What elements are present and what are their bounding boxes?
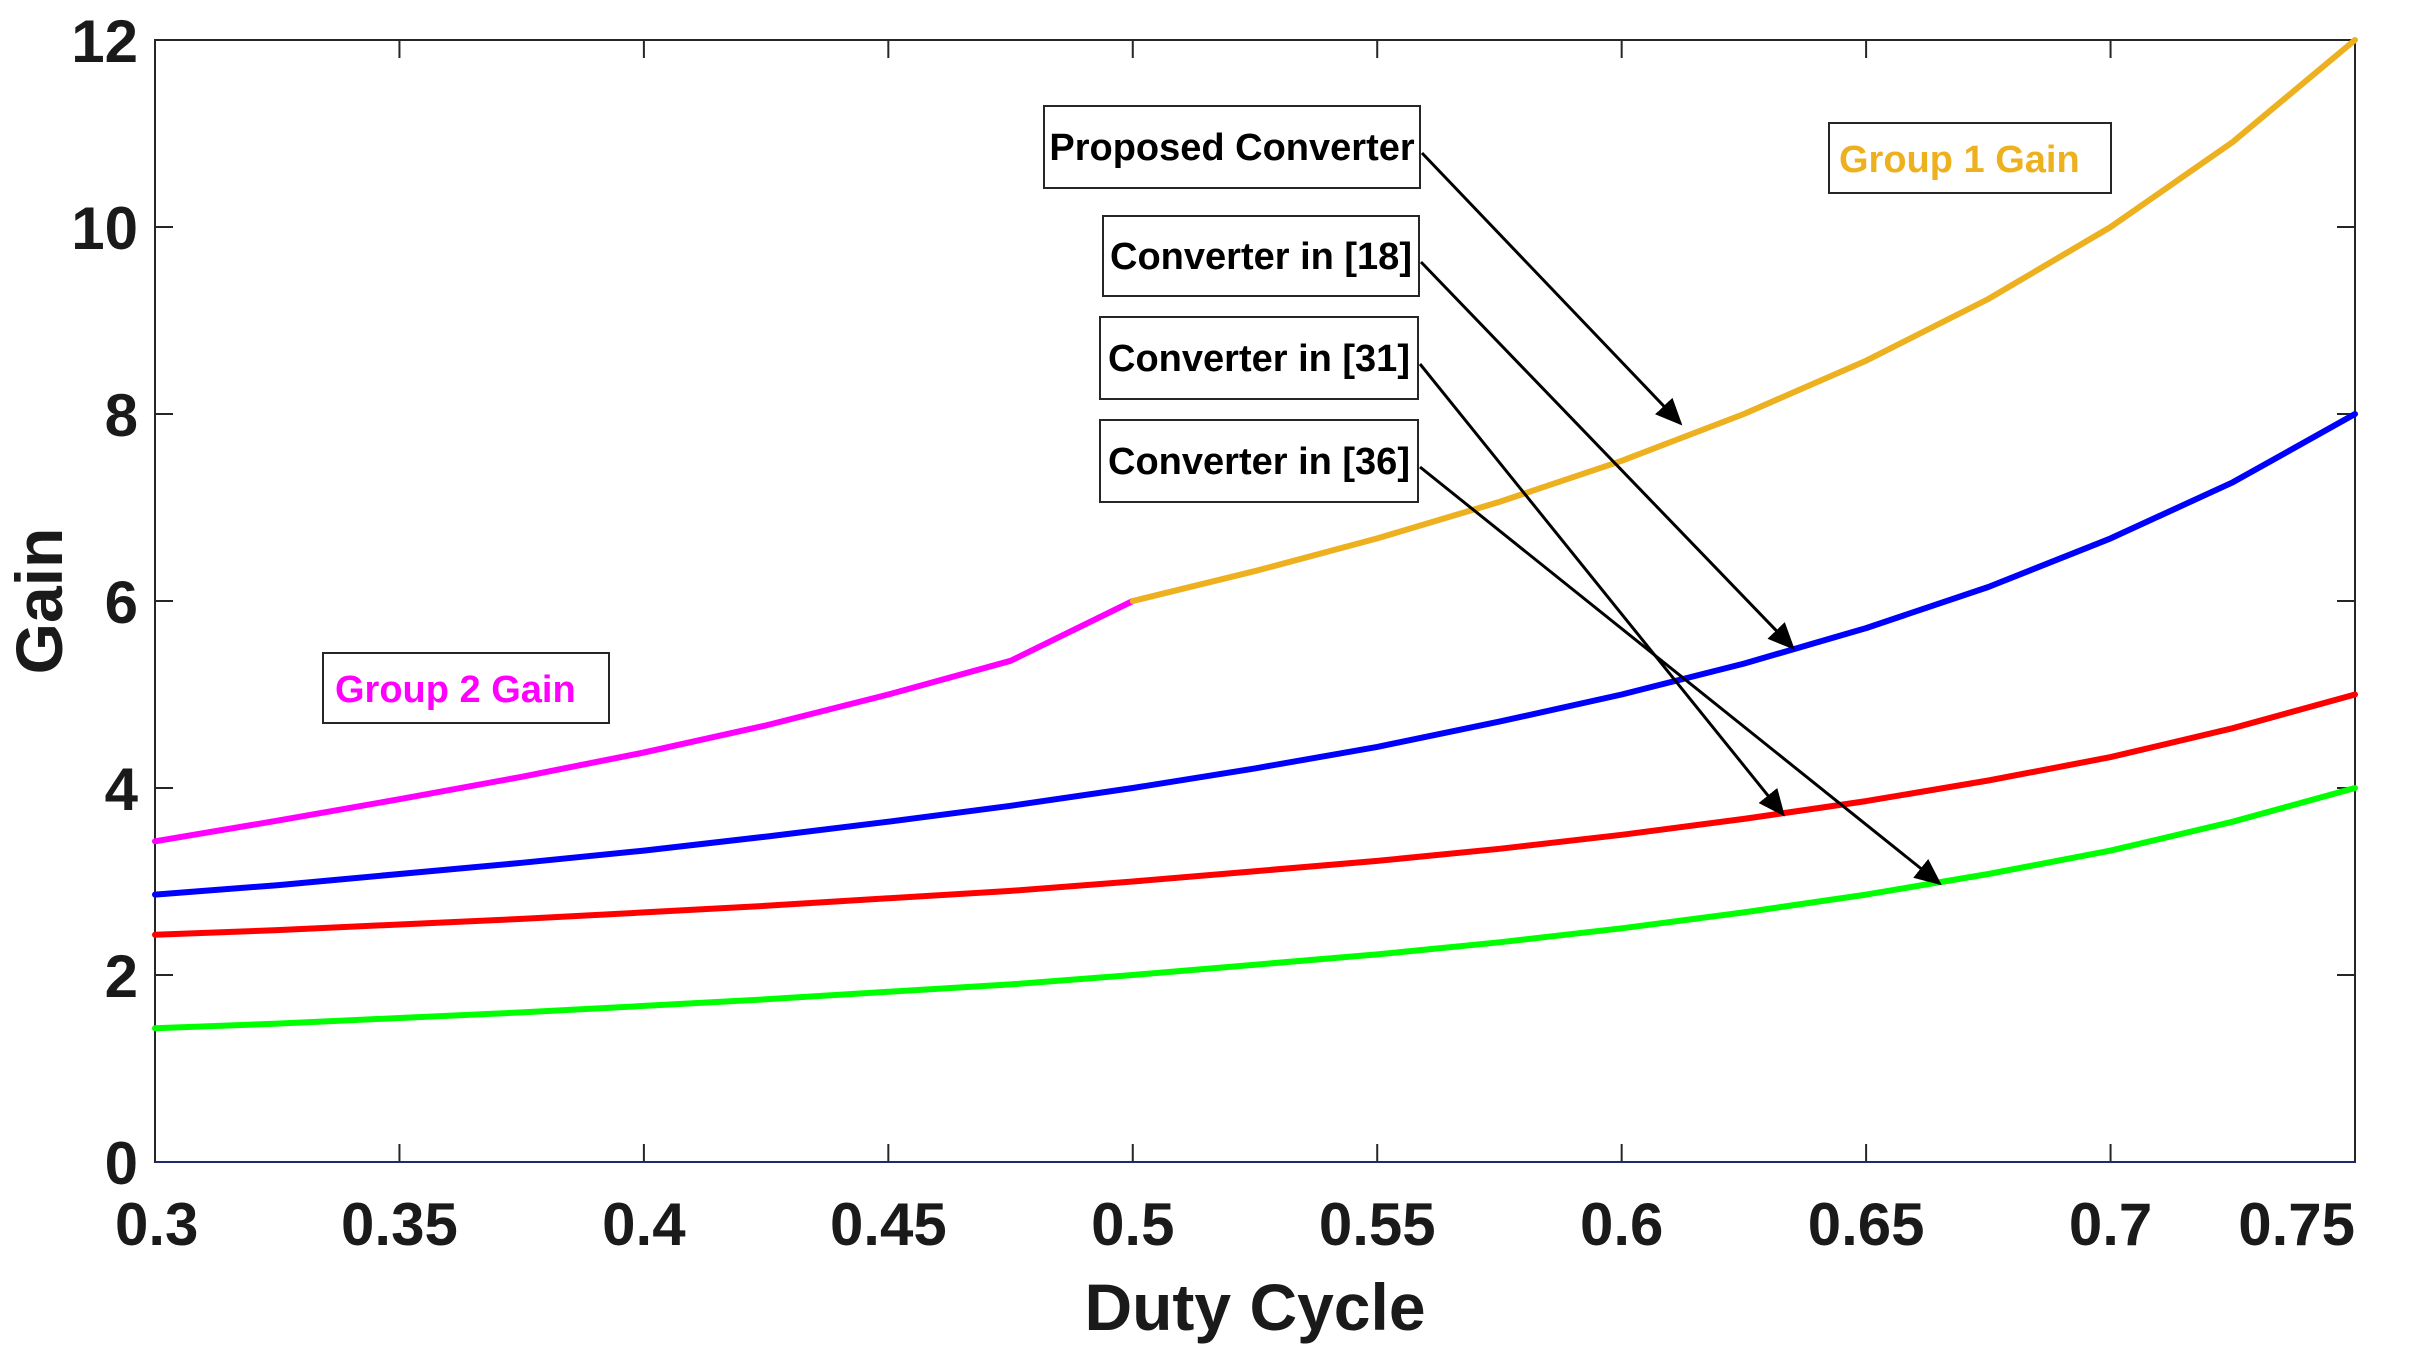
y-tick-label: 12 (71, 8, 138, 75)
annotation-label: Converter in [31] (1108, 338, 1410, 380)
legend-label: Group 1 Gain (1839, 139, 2080, 181)
annotation-arrow (1419, 465, 1942, 886)
y-tick-label: 2 (105, 943, 138, 1010)
legend-box (1828, 122, 2112, 194)
x-tick-label: 0.3 (115, 1191, 198, 1258)
legend-label: Group 2 Gain (335, 669, 576, 711)
series-line (1129, 37, 2358, 604)
annotation-label: Converter in [18] (1110, 236, 1412, 278)
x-axis-title: Duty Cycle (1084, 1270, 1425, 1344)
x-tick-label: 0.55 (1319, 1191, 1436, 1258)
y-tick-label: 10 (71, 195, 138, 262)
annotation-box (1099, 316, 1419, 400)
series-line (152, 691, 2358, 938)
annotation-arrow (1420, 151, 1683, 426)
annotation-box (1099, 419, 1419, 503)
axis-ticks (154, 39, 2356, 1163)
x-tick-label: 0.6 (1580, 1191, 1663, 1258)
series-line (152, 411, 2358, 898)
annotations: Group 1 Gain Group 2 Gain Proposed Convert… (322, 105, 2112, 886)
series-line (152, 785, 2358, 1032)
tick-labels: 0.3 0.35 0.4 0.45 0.5 0.55 0.6 0.65 0.7 0.75 0 2 4 6 8… (71, 8, 2355, 1258)
y-tick-label: 0 (105, 1130, 138, 1197)
y-tick-label: 6 (105, 569, 138, 636)
y-tick-label: 4 (105, 756, 139, 823)
series-lines (152, 37, 2358, 1032)
x-tick-label: 0.65 (1808, 1191, 1925, 1258)
series-line (152, 598, 1136, 845)
x-tick-label: 0.5 (1091, 1191, 1174, 1258)
y-axis-title: Gain (2, 528, 76, 675)
annotation-box (1043, 105, 1421, 189)
plot-area (154, 39, 2356, 1163)
annotation-arrow (1419, 260, 1795, 650)
x-tick-label: 0.4 (602, 1191, 686, 1258)
x-tick-label: 0.35 (341, 1191, 458, 1258)
annotation-label: Converter in [36] (1108, 441, 1410, 483)
annotation-label: Proposed Converter (1049, 127, 1415, 169)
annotation-arrow (1418, 363, 1785, 817)
y-tick-label: 8 (105, 382, 138, 449)
x-tick-label: 0.7 (2069, 1191, 2152, 1258)
x-tick-label: 0.75 (2238, 1191, 2355, 1258)
x-tick-label: 0.45 (830, 1191, 947, 1258)
annotation-box (1102, 215, 1420, 297)
legend-box (322, 652, 610, 724)
